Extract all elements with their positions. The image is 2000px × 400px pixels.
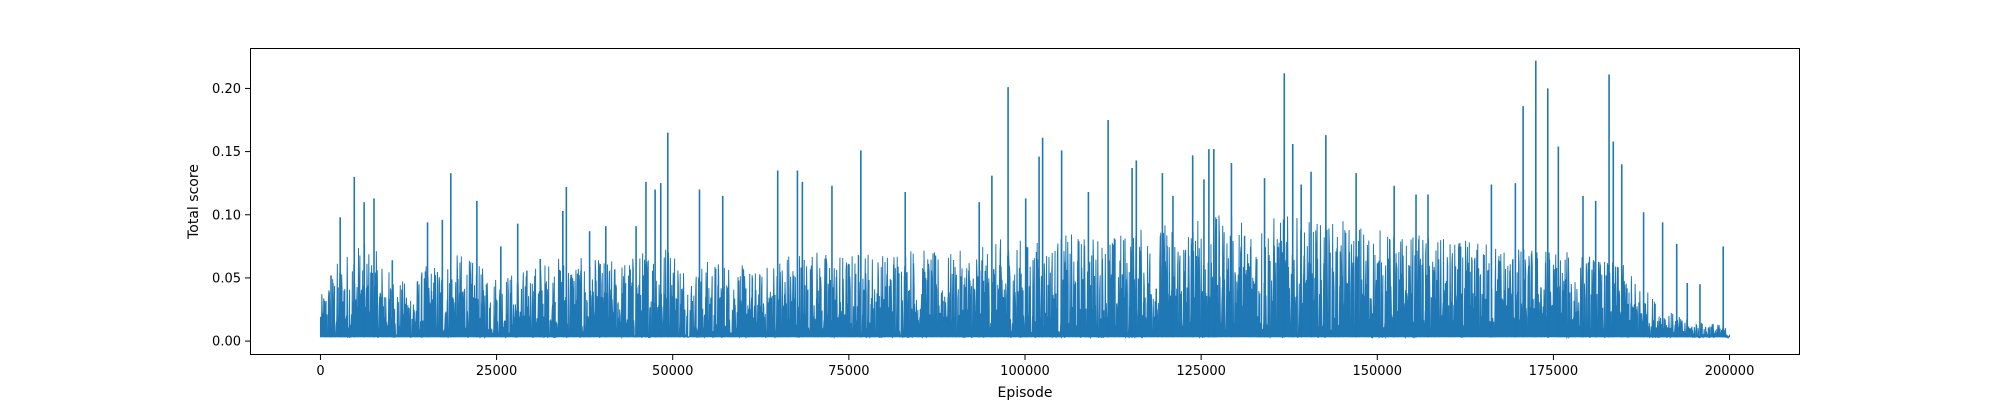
x-axis: 0 25000 50000 75000 100000 125000 150000 175000… (316, 355, 1754, 379)
y-tick-label: 0.00 (212, 335, 241, 350)
y-axis-label: Total score (186, 164, 202, 240)
y-tick-label: 0.05 (212, 271, 241, 286)
x-tick-label: 200000 (1705, 364, 1755, 379)
y-tick-label: 0.15 (212, 145, 241, 160)
x-tick-label: 75000 (828, 364, 869, 379)
x-tick-label: 0 (316, 364, 324, 379)
series-layer (319, 60, 1731, 340)
x-tick-label: 50000 (652, 364, 693, 379)
x-tick-label: 25000 (476, 364, 517, 379)
x-tick-label: 125000 (1176, 364, 1226, 379)
x-tick-label: 150000 (1352, 364, 1402, 379)
y-axis: 0.00 0.05 0.10 0.15 0.20 (212, 82, 250, 350)
x-axis-label: Episode (998, 385, 1053, 400)
x-tick-label: 175000 (1529, 364, 1579, 379)
plot-frame (250, 48, 1800, 355)
x-tick-label: 100000 (1000, 364, 1050, 379)
y-tick-label: 0.20 (212, 82, 241, 97)
y-tick-label: 0.10 (212, 208, 241, 223)
